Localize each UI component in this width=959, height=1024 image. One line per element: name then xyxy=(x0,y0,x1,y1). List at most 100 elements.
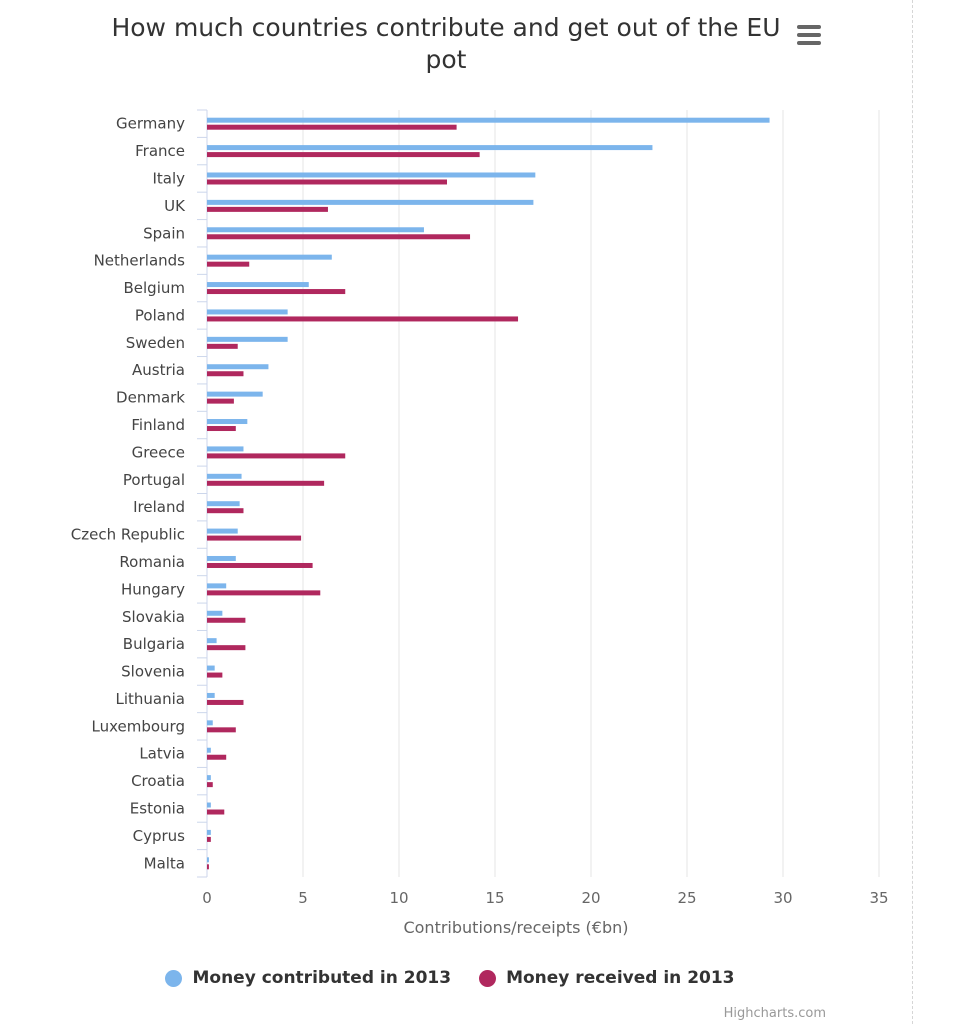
y-tick-label-belgium: Belgium xyxy=(124,279,186,297)
page-divider xyxy=(912,0,913,1024)
bar-contributed-germany xyxy=(207,117,770,123)
bar-contributed-finland xyxy=(207,419,248,425)
y-tick-label-uk: UK xyxy=(164,197,186,215)
bar-received-belgium xyxy=(207,289,346,295)
legend-label-received: Money received in 2013 xyxy=(506,968,735,988)
hamburger-menu-icon[interactable] xyxy=(795,22,823,48)
bar-received-netherlands xyxy=(207,261,250,267)
bar-received-france xyxy=(207,152,480,158)
y-tick-label-poland: Poland xyxy=(135,306,185,324)
bar-received-cyprus xyxy=(207,836,211,842)
y-tick-label-germany: Germany xyxy=(116,115,185,133)
bar-contributed-netherlands xyxy=(207,254,332,260)
bar-contributed-estonia xyxy=(207,802,211,808)
bar-contributed-hungary xyxy=(207,583,227,589)
x-tick-label-5: 5 xyxy=(298,889,308,907)
bar-contributed-slovakia xyxy=(207,610,223,616)
y-tick-label-estonia: Estonia xyxy=(130,800,185,818)
bar-contributed-poland xyxy=(207,309,288,315)
bar-received-czech-republic xyxy=(207,535,302,541)
y-tick-label-austria: Austria xyxy=(132,361,185,379)
bar-contributed-latvia xyxy=(207,747,211,753)
chart-title: How much countries contribute and get ou… xyxy=(111,13,781,74)
bar-received-spain xyxy=(207,234,471,240)
bar-contributed-luxembourg xyxy=(207,720,213,726)
bar-received-hungary xyxy=(207,590,321,596)
bar-received-germany xyxy=(207,124,457,130)
y-tick-label-ireland: Ireland xyxy=(133,498,185,516)
bar-received-luxembourg xyxy=(207,727,236,733)
bar-received-slovenia xyxy=(207,672,223,678)
bar-contributed-portugal xyxy=(207,473,242,479)
bar-received-estonia xyxy=(207,809,225,815)
y-tick-label-hungary: Hungary xyxy=(121,580,185,598)
x-tick-label-15: 15 xyxy=(485,889,504,907)
y-tick-label-czech-republic: Czech Republic xyxy=(71,526,185,544)
bar-contributed-cyprus xyxy=(207,829,211,835)
bar-received-greece xyxy=(207,453,346,459)
bar-contributed-lithuania xyxy=(207,692,215,698)
bar-contributed-czech-republic xyxy=(207,528,238,534)
bar-received-romania xyxy=(207,562,313,568)
credits-link[interactable]: Highcharts.com xyxy=(723,1006,826,1021)
bar-received-uk xyxy=(207,206,328,212)
bar-received-malta xyxy=(207,864,209,870)
y-tick-label-france: France xyxy=(135,142,185,160)
bar-contributed-austria xyxy=(207,364,269,370)
legend-item-contributed[interactable]: Money contributed in 2013 xyxy=(165,968,451,988)
bar-contributed-italy xyxy=(207,172,536,178)
y-tick-label-croatia: Croatia xyxy=(131,772,185,790)
bar-contributed-bulgaria xyxy=(207,638,217,644)
legend-label-contributed: Money contributed in 2013 xyxy=(192,968,452,988)
y-tick-label-netherlands: Netherlands xyxy=(94,252,186,270)
bar-contributed-slovenia xyxy=(207,665,215,671)
bar-received-italy xyxy=(207,179,447,185)
y-tick-label-bulgaria: Bulgaria xyxy=(123,635,185,653)
bar-contributed-uk xyxy=(207,199,534,205)
x-axis-title: Contributions/receipts (€bn) xyxy=(403,918,628,937)
y-tick-label-denmark: Denmark xyxy=(116,389,185,407)
x-tick-label-25: 25 xyxy=(677,889,696,907)
bar-contributed-denmark xyxy=(207,391,263,397)
bar-contributed-spain xyxy=(207,227,424,233)
bar-received-slovakia xyxy=(207,617,246,623)
bar-received-lithuania xyxy=(207,699,244,705)
x-tick-label-0: 0 xyxy=(202,889,212,907)
y-tick-label-slovenia: Slovenia xyxy=(121,663,185,681)
bar-received-latvia xyxy=(207,754,227,760)
y-tick-label-greece: Greece xyxy=(132,443,185,461)
bar-contributed-malta xyxy=(207,857,209,863)
bar-received-sweden xyxy=(207,343,238,349)
y-tick-label-luxembourg: Luxembourg xyxy=(92,717,186,735)
bar-received-bulgaria xyxy=(207,645,246,651)
bar-received-poland xyxy=(207,316,519,322)
x-tick-label-10: 10 xyxy=(389,889,408,907)
bar-received-finland xyxy=(207,426,236,432)
bar-contributed-sweden xyxy=(207,336,288,342)
bar-received-croatia xyxy=(207,782,213,788)
bar-received-austria xyxy=(207,371,244,377)
y-tick-label-malta: Malta xyxy=(144,854,185,872)
y-tick-label-portugal: Portugal xyxy=(123,471,185,489)
bar-contributed-belgium xyxy=(207,282,309,288)
bar-received-ireland xyxy=(207,508,244,514)
legend-item-received[interactable]: Money received in 2013 xyxy=(479,968,735,988)
y-tick-label-romania: Romania xyxy=(119,553,185,571)
y-tick-label-finland: Finland xyxy=(131,416,185,434)
legend-symbol-received xyxy=(479,969,497,987)
y-tick-label-lithuania: Lithuania xyxy=(116,690,185,708)
legend-symbol-contributed xyxy=(165,969,183,987)
y-tick-label-slovakia: Slovakia xyxy=(122,608,185,626)
y-tick-label-sweden: Sweden xyxy=(126,334,185,352)
y-tick-label-italy: Italy xyxy=(152,169,185,187)
y-tick-label-spain: Spain xyxy=(143,224,185,242)
x-tick-label-20: 20 xyxy=(581,889,600,907)
legend: Money contributed in 2013 Money received… xyxy=(0,968,900,988)
bar-contributed-ireland xyxy=(207,501,240,507)
y-tick-label-latvia: Latvia xyxy=(139,745,185,763)
bar-contributed-croatia xyxy=(207,775,211,781)
bar-received-denmark xyxy=(207,398,234,404)
bar-contributed-france xyxy=(207,145,653,151)
x-tick-label-30: 30 xyxy=(773,889,792,907)
